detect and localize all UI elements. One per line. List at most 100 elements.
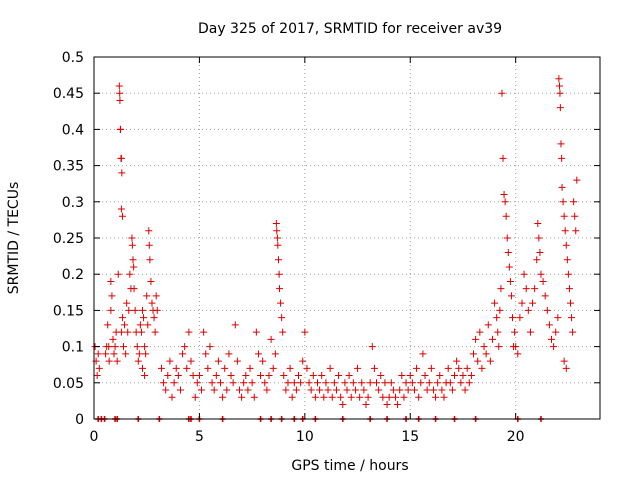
data-point — [440, 393, 448, 401]
data-point — [497, 285, 505, 293]
data-point — [299, 357, 307, 365]
data-point — [569, 328, 577, 336]
data-point — [330, 379, 338, 387]
data-point — [535, 234, 543, 242]
data-point — [278, 314, 286, 322]
data-point — [446, 379, 454, 387]
y-tick-label: 0 — [75, 412, 84, 428]
data-point — [451, 372, 459, 380]
data-point — [102, 350, 110, 358]
data-point — [274, 241, 282, 249]
data-point — [113, 357, 121, 365]
y-tick-label: 0.2 — [62, 267, 84, 283]
data-point — [432, 393, 440, 401]
data-point — [166, 357, 174, 365]
data-point — [185, 328, 193, 336]
data-point — [257, 372, 265, 380]
data-point — [94, 350, 102, 358]
data-point — [564, 270, 572, 278]
data-point — [290, 379, 298, 387]
data-point — [377, 372, 385, 380]
data-point — [118, 314, 126, 322]
data-point — [383, 401, 391, 409]
data-point — [170, 379, 178, 387]
data-point — [560, 357, 568, 365]
data-point — [235, 386, 243, 394]
data-point — [153, 306, 161, 314]
data-point — [507, 292, 515, 300]
data-point — [115, 82, 123, 90]
data-point — [488, 335, 496, 343]
data-point — [200, 328, 208, 336]
data-point — [275, 270, 283, 278]
data-point — [274, 256, 282, 264]
data-point — [467, 372, 475, 380]
data-point — [191, 393, 199, 401]
data-point — [362, 401, 370, 409]
data-point — [448, 386, 456, 394]
data-point — [148, 299, 156, 307]
data-point — [504, 248, 512, 256]
data-point — [501, 198, 509, 206]
data-point — [206, 343, 214, 351]
data-point — [227, 372, 235, 380]
data-point — [387, 379, 395, 387]
data-point — [147, 277, 155, 285]
data-point — [406, 372, 414, 380]
data-point — [573, 176, 581, 184]
data-point — [545, 321, 553, 329]
data-point — [284, 379, 292, 387]
data-point — [137, 328, 145, 336]
data-point — [176, 386, 184, 394]
data-point — [339, 401, 347, 409]
data-point — [105, 357, 113, 365]
data-point — [157, 364, 165, 372]
y-tick-label: 0.45 — [53, 86, 84, 102]
data-point — [516, 314, 524, 322]
data-point — [345, 372, 353, 380]
data-point — [116, 96, 124, 104]
data-point — [385, 393, 393, 401]
data-point — [248, 379, 256, 387]
data-point — [174, 372, 182, 380]
data-point — [486, 357, 494, 365]
data-point — [518, 299, 526, 307]
y-tick-label: 0.4 — [62, 122, 84, 138]
data-point — [129, 256, 137, 264]
data-point — [370, 364, 378, 372]
data-point — [366, 379, 374, 387]
data-point — [356, 393, 364, 401]
data-point — [109, 335, 117, 343]
data-point — [305, 379, 313, 387]
data-point — [168, 393, 176, 401]
data-point — [324, 386, 332, 394]
data-point — [120, 343, 128, 351]
data-point — [472, 335, 480, 343]
data-point — [474, 357, 482, 365]
data-point — [267, 335, 275, 343]
data-point — [313, 379, 321, 387]
data-point — [402, 379, 410, 387]
data-point — [172, 364, 180, 372]
data-point — [427, 364, 435, 372]
data-point — [202, 350, 210, 358]
data-point — [259, 357, 267, 365]
data-point — [276, 285, 284, 293]
data-point — [128, 241, 136, 249]
data-point — [529, 299, 537, 307]
data-point — [543, 306, 551, 314]
data-point — [552, 328, 560, 336]
data-point — [526, 328, 534, 336]
data-point — [341, 379, 349, 387]
data-point — [138, 306, 146, 314]
y-axis-label: SRMTID / TECUs — [6, 182, 22, 295]
data-point — [145, 227, 153, 235]
data-point — [558, 154, 566, 162]
data-point — [560, 212, 568, 220]
data-point — [351, 386, 359, 394]
data-point — [183, 364, 191, 372]
data-point — [214, 357, 222, 365]
data-point — [301, 328, 309, 336]
data-point — [495, 343, 503, 351]
